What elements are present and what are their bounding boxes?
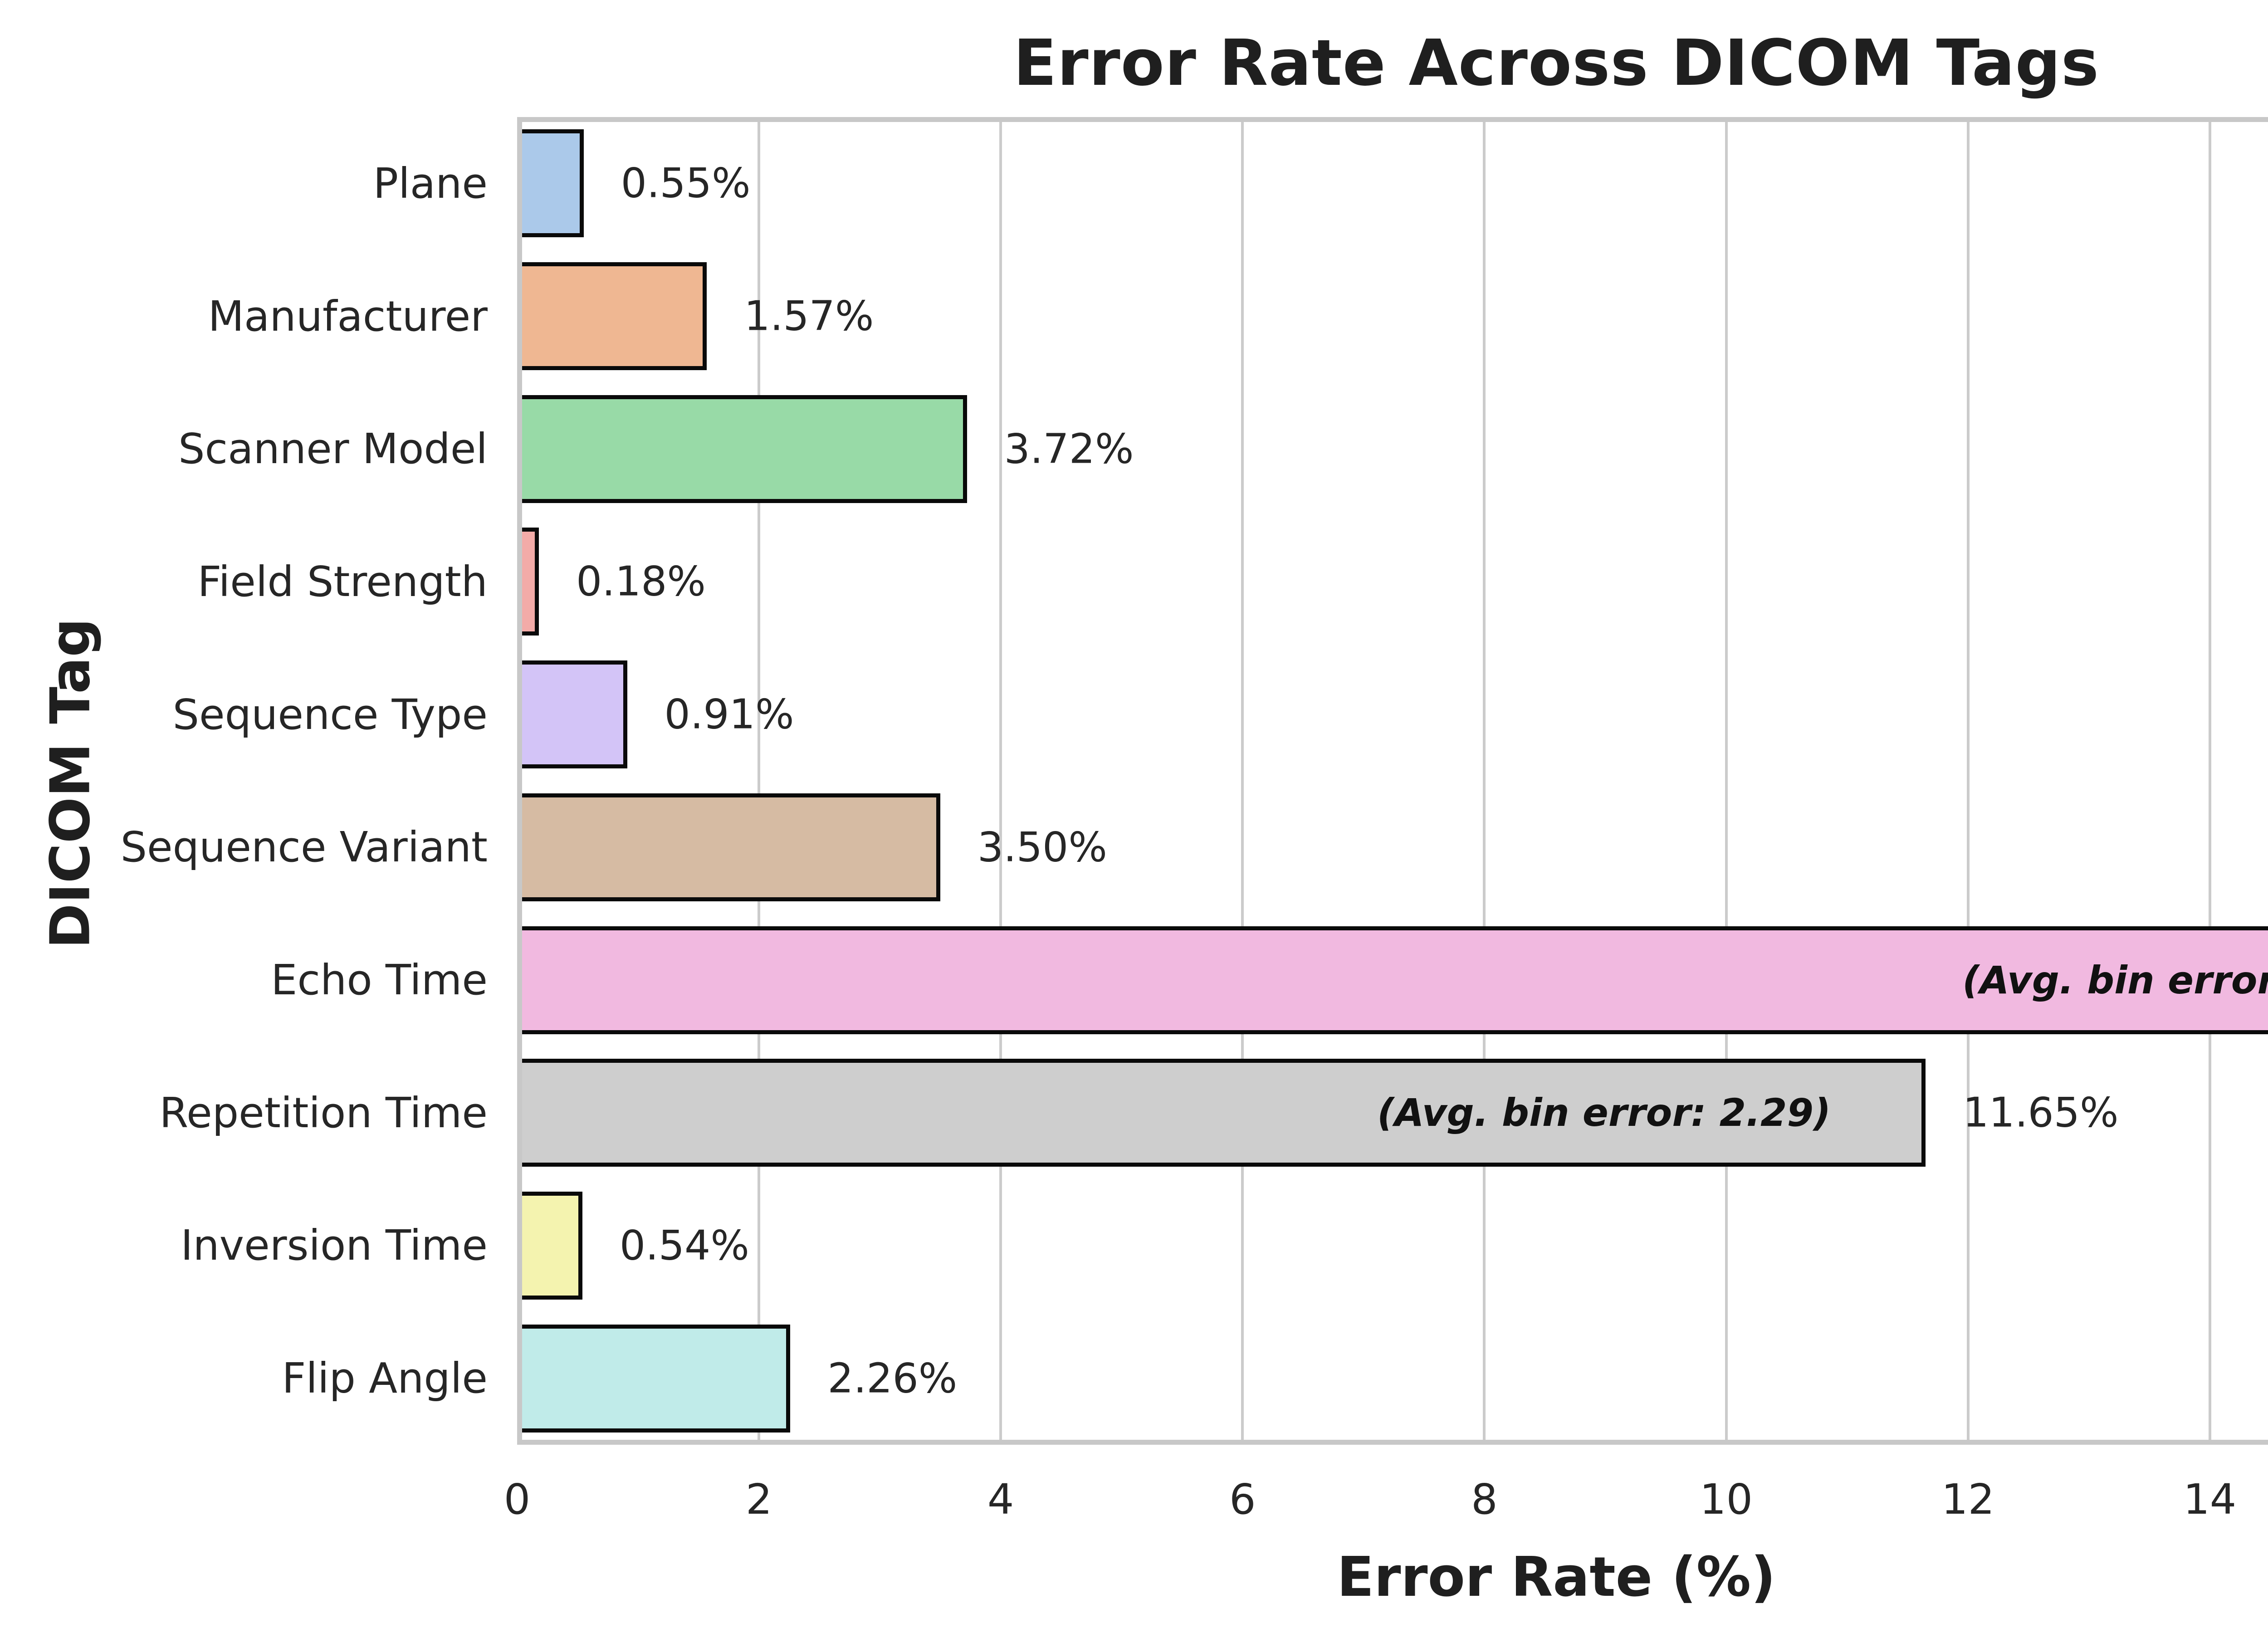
value-label-field-strength: 0.18%	[576, 557, 706, 606]
bar-row-plane: 0.55%	[517, 117, 2268, 250]
value-label-plane: 0.55%	[621, 159, 751, 207]
bar-sequence-variant	[517, 793, 940, 901]
bar-row-echo-time: (Avg. bin error: 1.44)16.49%	[517, 914, 2268, 1046]
x-tick-label-12: 12	[1941, 1475, 1995, 1524]
category-label-echo-time: Echo Time	[271, 956, 488, 1005]
x-axis-label: Error Rate (%)	[1337, 1546, 1776, 1609]
bar-row-manufacturer: 1.57%	[517, 250, 2268, 383]
plot-area: 0.55% 1.57% 3.72% 0.18% 0.91% 3.50% (Avg. bin …	[517, 117, 2268, 1445]
chart-title: Error Rate Across DICOM Tags	[1013, 26, 2100, 100]
gridline-8	[1483, 117, 1486, 1445]
x-tick-label-10: 10	[1699, 1475, 1753, 1524]
category-label-sequence-variant: Sequence Variant	[120, 823, 488, 872]
category-label-field-strength: Field Strength	[197, 557, 488, 606]
value-label-scanner-model: 3.72%	[1004, 425, 1134, 473]
y-axis-tick-labels: Plane Manufacturer Scanner Model Field Stre…	[0, 117, 488, 1445]
value-label-repetition-time: 11.65%	[1963, 1089, 2119, 1137]
bar-sequence-type	[517, 660, 627, 769]
bar-row-inversion-time: 0.54%	[517, 1179, 2268, 1312]
bar-row-sequence-type: 0.91%	[517, 648, 2268, 781]
x-tick-label-6: 6	[1229, 1475, 1256, 1524]
value-label-inversion-time: 0.54%	[619, 1222, 749, 1270]
x-tick-label-0: 0	[503, 1475, 531, 1524]
bar-annotation-repetition-time: (Avg. bin error: 2.29)	[1377, 1090, 1831, 1135]
value-label-flip-angle: 2.26%	[827, 1354, 958, 1403]
gridline-10	[1725, 117, 1728, 1445]
category-label-plane: Plane	[373, 159, 488, 208]
gridline-4	[999, 117, 1002, 1445]
x-tick-label-2: 2	[745, 1475, 772, 1524]
category-label-repetition-time: Repetition Time	[159, 1088, 488, 1137]
bar-inversion-time	[517, 1191, 582, 1300]
bar-row-flip-angle: 2.26%	[517, 1312, 2268, 1445]
bar-echo-time: (Avg. bin error: 1.44)	[517, 926, 2268, 1034]
gridline-12	[1966, 117, 1970, 1445]
category-label-scanner-model: Scanner Model	[178, 425, 488, 474]
x-tick-label-4: 4	[987, 1475, 1014, 1524]
bars: 0.55% 1.57% 3.72% 0.18% 0.91% 3.50% (Avg. bin …	[517, 117, 2268, 1445]
category-label-sequence-type: Sequence Type	[172, 690, 488, 739]
gridline-6	[1241, 117, 1244, 1445]
bar-annotation-echo-time: (Avg. bin error: 1.44)	[1962, 958, 2268, 1002]
value-label-sequence-type: 0.91%	[664, 690, 794, 738]
bar-field-strength	[517, 528, 539, 636]
x-tick-label-14: 14	[2183, 1475, 2237, 1524]
bar-row-repetition-time: (Avg. bin error: 2.29) 11.65%	[517, 1046, 2268, 1179]
bar-manufacturer	[517, 262, 707, 371]
bar-repetition-time: (Avg. bin error: 2.29)	[517, 1059, 1926, 1167]
gridline-14	[2208, 117, 2211, 1445]
value-label-manufacturer: 1.57%	[744, 292, 874, 340]
bar-row-field-strength: 0.18%	[517, 515, 2268, 648]
bar-scanner-model	[517, 395, 967, 503]
gridline-2	[758, 117, 761, 1445]
category-label-inversion-time: Inversion Time	[181, 1221, 488, 1270]
category-label-flip-angle: Flip Angle	[282, 1354, 488, 1403]
bar-row-scanner-model: 3.72%	[517, 382, 2268, 515]
value-label-sequence-variant: 3.50%	[977, 823, 1107, 871]
bar-flip-angle	[517, 1324, 791, 1433]
gridlines	[517, 117, 2268, 1445]
x-axis-tick-labels: 0246810121416	[504, 1475, 2268, 1534]
bar-plane	[517, 129, 584, 238]
bar-row-sequence-variant: 3.50%	[517, 781, 2268, 914]
x-tick-label-8: 8	[1471, 1475, 1498, 1524]
category-label-manufacturer: Manufacturer	[208, 292, 488, 341]
